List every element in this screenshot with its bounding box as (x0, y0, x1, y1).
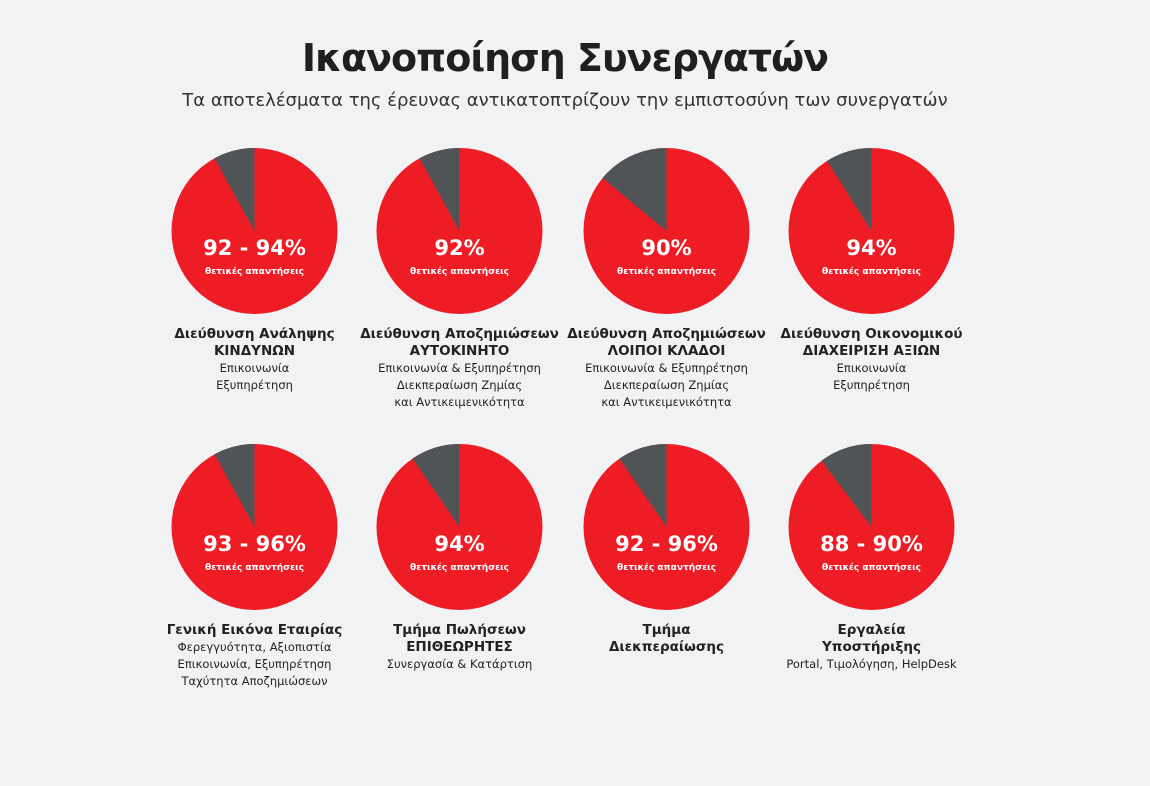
card-description: Portal, Τιμολόγηση, HelpDesk (786, 657, 957, 671)
pie-value-label: 93 - 96% (203, 532, 306, 556)
pie-value-label: 94% (846, 236, 897, 260)
card-description: και Αντικειμενικότητα (601, 395, 732, 409)
pie-sub-label: θετικές απαντήσεις (822, 563, 921, 573)
card-description: Διεκπεραίωση Ζημίας (603, 378, 730, 392)
card-description: Επικοινωνία & Εξυπηρέτηση (585, 361, 748, 375)
pie-sub-label: θετικές απαντήσεις (617, 563, 716, 573)
pie-slice-other (821, 444, 872, 527)
pie-sub-label: θετικές απαντήσεις (410, 267, 509, 277)
card-title: Διεύθυνση Ανάληψης (174, 326, 335, 342)
pie-card: 88 - 90% θετικές απαντήσεις Εργαλεία Υποστή… (769, 444, 974, 673)
pie-sub-label: θετικές απαντήσεις (205, 563, 304, 573)
card-title: ΕΠΙΘΕΩΡΗΤΕΣ (406, 639, 513, 655)
card-description: Επικοινωνία, Εξυπηρέτηση (177, 657, 332, 671)
pie-card: 92% θετικές απαντήσεις Διεύθυνση Αποζημιώσ… (357, 148, 562, 411)
pie-value-label: 94% (434, 532, 485, 556)
card-description: Επικοινωνία & Εξυπηρέτηση (378, 361, 541, 375)
pie-value-label: 88 - 90% (820, 532, 923, 556)
pie-sub-label: θετικές απαντήσεις (205, 267, 304, 277)
pie-chart (376, 444, 543, 610)
pie-card: 90% θετικές απαντήσεις Διεύθυνση Αποζημιώσ… (564, 148, 769, 411)
pie-value-label: 92% (434, 236, 485, 260)
card-title: Υποστήριξης (822, 639, 921, 655)
pie-chart (171, 444, 338, 610)
pie-value-label: 92 - 96% (615, 532, 718, 556)
pie-slice-other (214, 148, 255, 231)
card-title: ΔΙΑΧΕΙΡΙΣΗ ΑΞΙΩΝ (802, 343, 941, 359)
card-description: Συνεργασία & Κατάρτιση (386, 657, 533, 671)
pie-chart (171, 148, 338, 314)
pie-slice-other (412, 444, 460, 527)
card-description: Ταχύτητα Αποζημιώσεων (181, 674, 328, 688)
card-title: Διεκπεραίωσης (608, 639, 725, 655)
card-title: Διεύθυνση Αποζημιώσεων (360, 326, 559, 342)
pie-sub-label: θετικές απαντήσεις (822, 267, 921, 277)
card-title: Γενική Εικόνα Εταιρίας (166, 622, 343, 638)
card-title: ΚΙΝΔΥΝΩΝ (213, 343, 296, 359)
pie-slice-other (419, 148, 460, 231)
pie-value-label: 92 - 94% (203, 236, 306, 260)
pie-value-label: 90% (641, 236, 692, 260)
pie-card: 94% θετικές απαντήσεις Διεύθυνση Οικονομικ… (769, 148, 974, 394)
card-description: Επικοινωνία (219, 361, 290, 375)
card-description: και Αντικειμενικότητα (394, 395, 525, 409)
page-subtitle: Τα αποτελέσματα της έρευνας αντικατοπτρί… (182, 90, 948, 111)
card-description: Διεκπεραίωση Ζημίας (396, 378, 523, 392)
card-description: Εξυπηρέτηση (216, 378, 293, 392)
pie-slice-other (827, 148, 872, 231)
pie-slice-other (602, 148, 667, 231)
card-title: ΛΟΙΠΟΙ ΚΛΑΔΟΙ (607, 343, 726, 359)
card-title: Διεύθυνση Αποζημιώσεων (567, 326, 766, 342)
pie-card: 92 - 94% θετικές απαντήσεις Διεύθυνση Ανάλ… (152, 148, 357, 394)
pie-chart (788, 148, 955, 314)
pie-card: 94% θετικές απαντήσεις Τμήμα Πωλήσεων ΕΠΙΘΕ… (357, 444, 562, 673)
pie-chart (376, 148, 543, 314)
card-title: Τμήμα (642, 622, 691, 638)
pie-chart (788, 444, 955, 610)
card-description: Εξυπηρέτηση (833, 378, 910, 392)
pie-card: 93 - 96% θετικές απαντήσεις Γενική Εικόνα … (152, 444, 357, 690)
pie-slice-other (619, 444, 667, 527)
card-title: Εργαλεία (837, 622, 906, 638)
pie-sub-label: θετικές απαντήσεις (617, 267, 716, 277)
pie-chart (583, 148, 750, 314)
pie-slice-other (214, 444, 255, 527)
card-description: Επικοινωνία (836, 361, 907, 375)
card-title: Διεύθυνση Οικονομικού (780, 326, 963, 342)
card-title: Τμήμα Πωλήσεων (393, 622, 526, 638)
card-title: ΑΥΤΟΚΙΝΗΤΟ (409, 343, 510, 359)
card-description: Φερεγγυότητα, Αξιοπιστία (177, 640, 332, 654)
page-title: Ικανοποίηση Συνεργατών (301, 36, 829, 80)
pie-sub-label: θετικές απαντήσεις (410, 563, 509, 573)
pie-card: 92 - 96% θετικές απαντήσεις Τμήμα Διεκπεραί… (564, 444, 769, 656)
pie-chart (583, 444, 750, 610)
